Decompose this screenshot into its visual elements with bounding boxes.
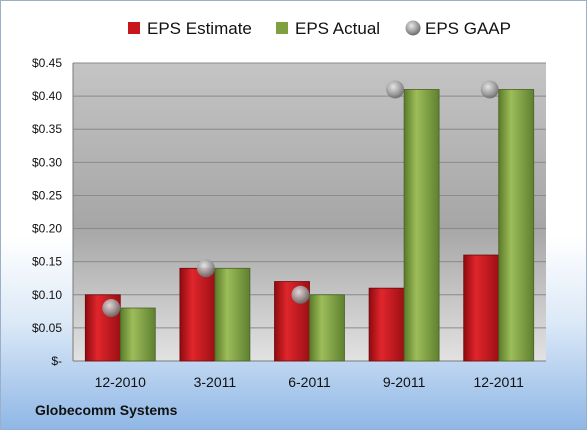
y-tick-label: $0.45 <box>32 56 62 70</box>
bar-eps-actual <box>214 267 251 362</box>
bar-eps-actual <box>309 294 345 362</box>
y-tick-label: $0.40 <box>32 89 62 103</box>
x-tick-label: 6-2011 <box>288 374 331 390</box>
x-tick-label: 9-2011 <box>383 374 426 390</box>
y-tick-label: $0.25 <box>32 188 62 202</box>
legend-label: EPS GAAP <box>425 19 511 38</box>
y-tick-label: $0.20 <box>32 222 62 236</box>
y-tick-label: $0.30 <box>32 155 62 169</box>
bar-eps-actual <box>498 89 535 362</box>
x-tick-label: 3-2011 <box>194 374 237 390</box>
x-tick-label: 12-2011 <box>474 374 525 390</box>
bar-eps-estimate <box>179 267 216 362</box>
bar-eps-estimate <box>463 254 500 362</box>
marker-eps-gaap <box>102 299 121 318</box>
bar-eps-actual <box>119 307 156 362</box>
y-tick-label: $- <box>51 354 62 368</box>
legend-swatch-gaap <box>405 20 421 36</box>
y-tick-label: $0.15 <box>32 255 62 269</box>
marker-eps-gaap <box>386 80 405 99</box>
y-tick-label: $0.35 <box>32 122 62 136</box>
marker-eps-gaap <box>480 80 499 99</box>
y-tick-label: $0.10 <box>32 288 62 302</box>
marker-eps-gaap <box>196 259 215 278</box>
legend-label: EPS Estimate <box>147 19 252 38</box>
marker-eps-gaap <box>291 285 310 304</box>
bar-eps-actual <box>403 89 440 362</box>
legend-swatch-estimate <box>128 22 140 34</box>
legend-label: EPS Actual <box>295 19 380 38</box>
x-tick-label: 12-2010 <box>95 374 147 390</box>
bar-eps-estimate <box>368 287 405 362</box>
company-name: Globecomm Systems <box>35 402 178 418</box>
legend-swatch-actual <box>276 22 288 34</box>
y-tick-label: $0.05 <box>32 321 62 335</box>
